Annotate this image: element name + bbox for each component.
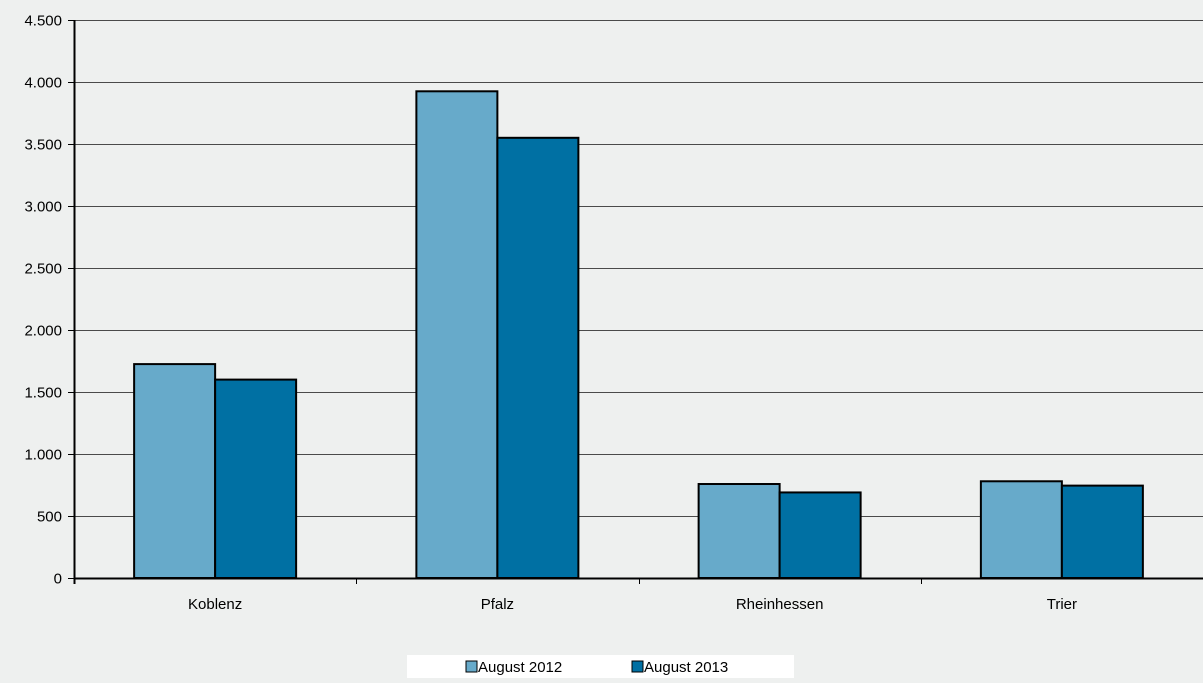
bar-koblenz-august-2012	[133, 363, 217, 579]
bar-trier-august-2013	[1060, 484, 1144, 579]
bar-trier-august-2012	[979, 480, 1063, 579]
legend-swatch-august-2013	[631, 660, 644, 673]
axes	[73, 20, 1203, 584]
bar-pfalz-august-2013	[496, 136, 580, 580]
x-category-label: Pfalz	[481, 596, 514, 613]
y-tick-label: 0	[54, 571, 62, 588]
x-category-label: Trier	[1047, 596, 1077, 613]
x-category-label: Rheinhessen	[736, 596, 824, 613]
bar-rheinhessen-august-2013	[778, 491, 862, 579]
y-tick-label: 1.000	[24, 447, 62, 464]
legend-swatch-august-2012	[465, 660, 478, 673]
y-tick-label: 1.500	[24, 385, 62, 402]
legend-label-august-2012: August 2012	[478, 659, 562, 676]
legend-label-august-2013: August 2013	[644, 659, 728, 676]
y-tick-label: 3.500	[24, 137, 62, 154]
y-tick-label: 500	[37, 509, 62, 526]
bar-pfalz-august-2012	[415, 90, 499, 580]
y-tick-label: 4.500	[24, 13, 62, 30]
y-tick-label: 2.000	[24, 323, 62, 340]
x-category-label: Koblenz	[188, 596, 242, 613]
category-labels: Koblenz Pfalz Rheinhessen Trier	[188, 596, 1077, 613]
y-tick-label: 4.000	[24, 75, 62, 92]
legend: August 2012 August 2013	[407, 655, 794, 678]
bar-rheinhessen-august-2012	[697, 483, 781, 579]
y-axis-ticks: 0 500 1.000 1.500 2.000 2.500 3.000 3.500 4.000 4…	[24, 13, 74, 588]
legend-svg: August 2012 August 2013	[465, 659, 728, 676]
bar-koblenz-august-2013	[214, 378, 298, 579]
y-tick-label: 2.500	[24, 261, 62, 278]
bars	[133, 90, 1144, 580]
y-tick-label: 3.000	[24, 199, 62, 216]
